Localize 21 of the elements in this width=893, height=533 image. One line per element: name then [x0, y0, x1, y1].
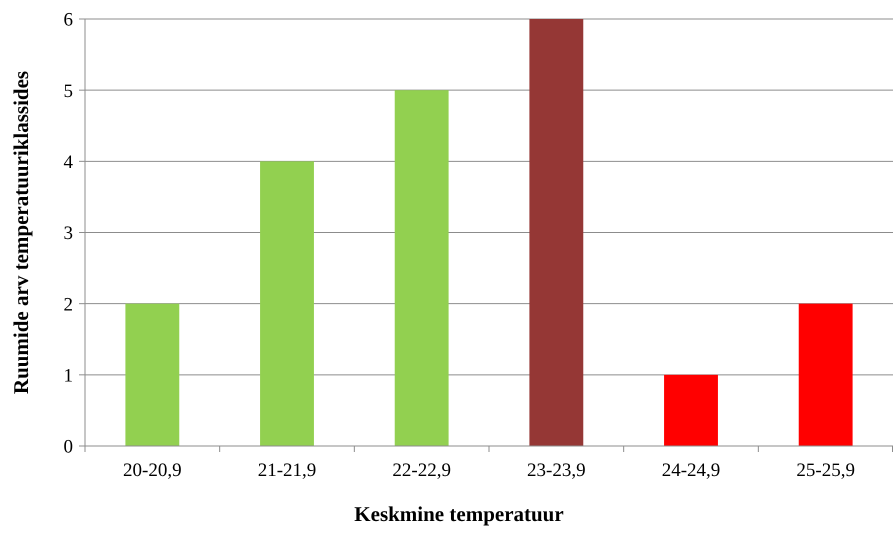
y-tick-label: 3 — [64, 223, 73, 244]
x-tick-label: 20-20,9 — [123, 460, 182, 481]
y-axis-title: Ruumide arv temperatuuriklassides — [9, 70, 33, 394]
x-tick-label: 25-25,9 — [796, 460, 855, 481]
y-tick-label: 2 — [64, 294, 73, 316]
x-tick-label: 21-21,9 — [258, 460, 316, 481]
y-tick-label: 1 — [64, 365, 73, 386]
bar — [664, 374, 718, 446]
x-tick-label: 24-24,9 — [662, 460, 720, 481]
x-tick-label: 23-23,9 — [527, 460, 586, 481]
bar — [260, 161, 314, 446]
y-tick-label: 5 — [64, 80, 73, 102]
bar — [529, 19, 584, 446]
bar — [125, 304, 180, 446]
bar — [394, 90, 449, 446]
y-tick-label: 4 — [64, 152, 74, 173]
x-axis-title: Keskmine temperatuur — [354, 502, 564, 526]
x-tick-label: 22-22,9 — [392, 460, 451, 481]
bar — [798, 304, 853, 446]
y-tick-label: 6 — [64, 10, 73, 31]
y-tick-label: 0 — [64, 436, 73, 458]
